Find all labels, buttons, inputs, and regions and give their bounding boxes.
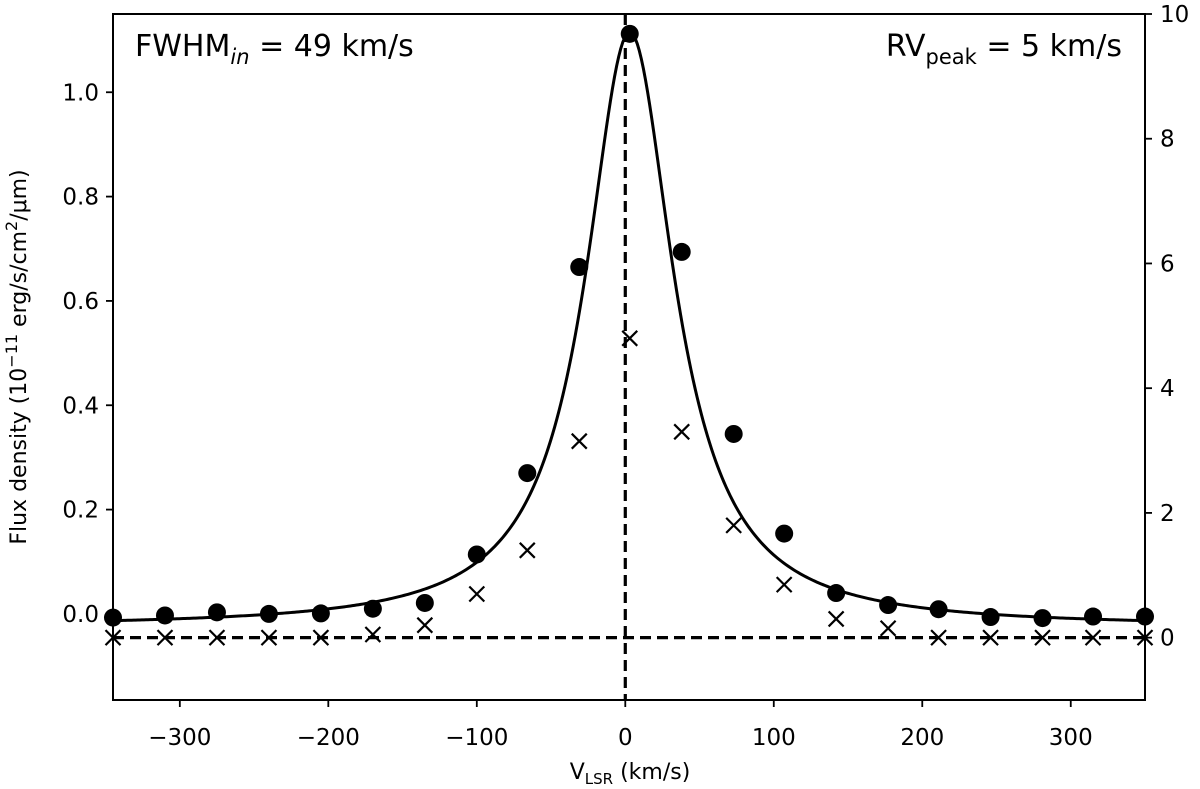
data-point-cross	[312, 629, 330, 646]
y-axis-label: Flux density (10−11 erg/s/cm2/μm)	[2, 169, 32, 544]
x-tick-label: −300	[148, 725, 211, 751]
data-point-circle	[518, 464, 537, 483]
data-point-circle	[155, 606, 174, 625]
data-point-circle	[929, 600, 948, 619]
data-point-cross	[879, 620, 897, 637]
data-point-circle	[207, 603, 226, 622]
data-point-cross	[982, 629, 999, 646]
data-point-circle	[827, 584, 846, 603]
y-left-tick-label: 1.0	[62, 80, 99, 106]
fit-curve	[113, 30, 1145, 623]
data-point-circle	[620, 24, 639, 43]
x-tick-label: 200	[900, 725, 944, 751]
x-axis-label: VLSR (km/s)	[570, 760, 691, 788]
data-point-cross	[673, 423, 690, 441]
annotation-fwhm: FWHMin = 49 km/s	[135, 29, 414, 69]
data-point-cross	[260, 629, 278, 646]
data-point-cross	[208, 629, 226, 646]
data-point-cross	[1034, 629, 1051, 646]
data-point-cross	[468, 585, 486, 603]
y-left-tick-label: 0.0	[62, 602, 99, 628]
data-point-circle	[311, 604, 330, 623]
y-right-tick-label: 10	[1160, 2, 1189, 28]
data-point-cross	[519, 542, 536, 559]
annotation-rv-peak: RVpeak = 5 km/s	[886, 29, 1122, 69]
y-left-tick-label: 0.4	[62, 393, 99, 419]
x-tick-label: 100	[752, 725, 796, 751]
data-point-circle	[363, 599, 382, 618]
data-point-circle	[415, 593, 434, 612]
data-point-cross	[570, 432, 588, 450]
y-right-tick-label: 2	[1160, 501, 1175, 527]
data-point-circle	[724, 424, 743, 443]
x-tick-label: 300	[1049, 725, 1093, 751]
y-right-tick-label: 6	[1160, 251, 1175, 277]
plot-frame	[112, 13, 1146, 701]
data-point-cross	[930, 629, 947, 646]
data-point-cross	[621, 330, 639, 347]
data-point-circle	[879, 596, 898, 615]
data-point-cross	[827, 610, 845, 628]
data-point-cross	[156, 629, 174, 646]
data-point-cross	[416, 616, 434, 634]
y-left-tick-label: 0.6	[62, 289, 99, 315]
y-left-tick-label: 0.2	[62, 498, 99, 524]
y-left-tick-label: 0.8	[62, 185, 99, 211]
data-point-cross	[1084, 629, 1102, 646]
data-point-cross	[775, 576, 793, 593]
data-point-circle	[672, 242, 691, 261]
x-tick-label: 0	[618, 725, 633, 751]
x-tick-label: −100	[445, 725, 508, 751]
data-point-circle	[981, 608, 1000, 627]
data-point-circle	[775, 524, 794, 543]
data-point-circle	[259, 604, 278, 623]
x-tick-label: −200	[297, 725, 360, 751]
data-point-cross	[725, 517, 742, 534]
data-point-circle	[467, 545, 486, 564]
data-point-circle	[1033, 609, 1052, 628]
data-point-cross	[364, 626, 382, 643]
y-right-tick-label: 4	[1160, 376, 1175, 402]
y-right-tick-label: 8	[1160, 127, 1175, 153]
data-point-circle	[1084, 607, 1103, 626]
data-point-circle	[570, 258, 589, 277]
y-right-tick-label: 0	[1160, 626, 1175, 652]
